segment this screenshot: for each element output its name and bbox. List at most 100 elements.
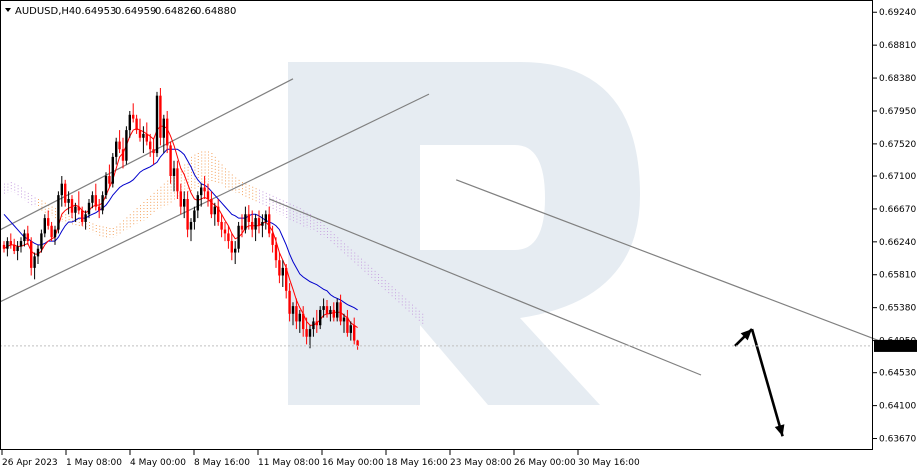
forecast-arrows xyxy=(734,328,785,437)
candle xyxy=(261,214,264,238)
candle-body xyxy=(152,149,155,154)
candle xyxy=(101,191,104,215)
y-tick-label: 0.66240 xyxy=(879,238,916,248)
candle-body xyxy=(115,141,118,157)
candle-body xyxy=(291,306,295,314)
candlesticks xyxy=(2,88,359,350)
y-tick-label: 0.64100 xyxy=(879,402,916,412)
triangle-down-icon[interactable] xyxy=(5,8,11,12)
candle xyxy=(60,176,63,207)
x-tick-label: 16 May 00:00 xyxy=(322,458,384,468)
candle-body xyxy=(155,95,159,154)
current-price-value: 0.64880 xyxy=(877,342,914,352)
candle xyxy=(57,191,60,234)
candle xyxy=(94,183,97,211)
candle-body xyxy=(128,114,131,131)
candle xyxy=(111,153,114,188)
candle xyxy=(332,302,335,322)
upper-channel-top xyxy=(0,78,294,231)
candle xyxy=(271,225,274,253)
candle xyxy=(247,205,250,230)
y-tick-label: 0.63670 xyxy=(879,435,916,445)
candle xyxy=(162,114,165,154)
candle-body xyxy=(179,191,182,207)
candle xyxy=(145,122,148,146)
candle xyxy=(288,283,291,322)
x-tick-label: 26 Apr 2023 xyxy=(2,458,58,468)
candle-body xyxy=(336,302,339,318)
candle-body xyxy=(315,321,318,326)
candle-body xyxy=(104,176,108,196)
candle xyxy=(152,137,155,165)
candle-body xyxy=(285,267,288,291)
open-value: 0.64953 xyxy=(75,6,116,17)
arrow-shaft xyxy=(750,328,784,437)
candle xyxy=(23,229,26,247)
candle xyxy=(278,252,281,284)
candle-body xyxy=(50,225,53,238)
candle-body xyxy=(43,218,46,234)
candle-body xyxy=(240,225,244,230)
candle-body xyxy=(288,290,291,314)
candle xyxy=(285,264,288,299)
candle xyxy=(223,221,227,242)
candle xyxy=(16,241,19,261)
plot-frame xyxy=(0,0,873,450)
candle xyxy=(77,191,80,215)
candle-body xyxy=(121,149,125,161)
candle-body xyxy=(322,306,325,310)
candle-body xyxy=(308,329,312,337)
candle xyxy=(138,118,142,142)
candle-body xyxy=(33,256,36,268)
candle-body xyxy=(111,156,114,184)
candle-body xyxy=(223,229,227,234)
y-tick-label: 0.67950 xyxy=(879,107,916,117)
candle-body xyxy=(125,130,128,161)
candle xyxy=(172,160,176,192)
candle-body xyxy=(169,145,172,177)
candle xyxy=(319,306,322,330)
candle xyxy=(268,206,271,238)
candle-body xyxy=(305,329,308,337)
candle xyxy=(329,306,332,322)
candle xyxy=(322,298,325,318)
candle-body xyxy=(186,198,189,230)
watermark-logo xyxy=(288,62,640,405)
candle xyxy=(74,202,77,222)
candle-body xyxy=(247,214,250,222)
candle xyxy=(281,260,284,287)
chart-header: AUDUSD,H4 0.64953 0.64959 0.64826 0.6488… xyxy=(5,6,236,17)
forecast-arrow-down xyxy=(750,328,785,437)
candle xyxy=(305,317,308,345)
candle xyxy=(325,300,329,318)
candle-body xyxy=(53,229,57,238)
candle-body xyxy=(118,141,121,150)
x-tick-label: 8 May 16:00 xyxy=(194,458,250,468)
candle xyxy=(342,313,346,333)
candle xyxy=(121,137,125,169)
time-axis[interactable]: 26 Apr 2023 1 May 08:00 4 May 00:00 8 May 1… xyxy=(1,450,640,468)
candle xyxy=(70,195,74,219)
close-value: 0.64880 xyxy=(195,6,236,17)
candle-body xyxy=(329,309,332,314)
candle xyxy=(189,218,193,242)
candle xyxy=(33,252,36,280)
candle-body xyxy=(81,210,84,222)
candle-body xyxy=(47,218,50,226)
candle-body xyxy=(87,202,91,215)
candle-body xyxy=(162,118,165,138)
candle xyxy=(291,302,295,326)
candle xyxy=(257,210,261,234)
candle xyxy=(349,321,352,341)
candle xyxy=(244,206,247,234)
candle xyxy=(98,198,101,219)
kijun-line-group xyxy=(3,148,358,311)
candle xyxy=(30,237,33,276)
candle xyxy=(274,237,278,268)
candle xyxy=(159,88,162,146)
candle-body xyxy=(237,225,240,249)
candle xyxy=(142,126,145,154)
candle-body xyxy=(298,313,301,322)
